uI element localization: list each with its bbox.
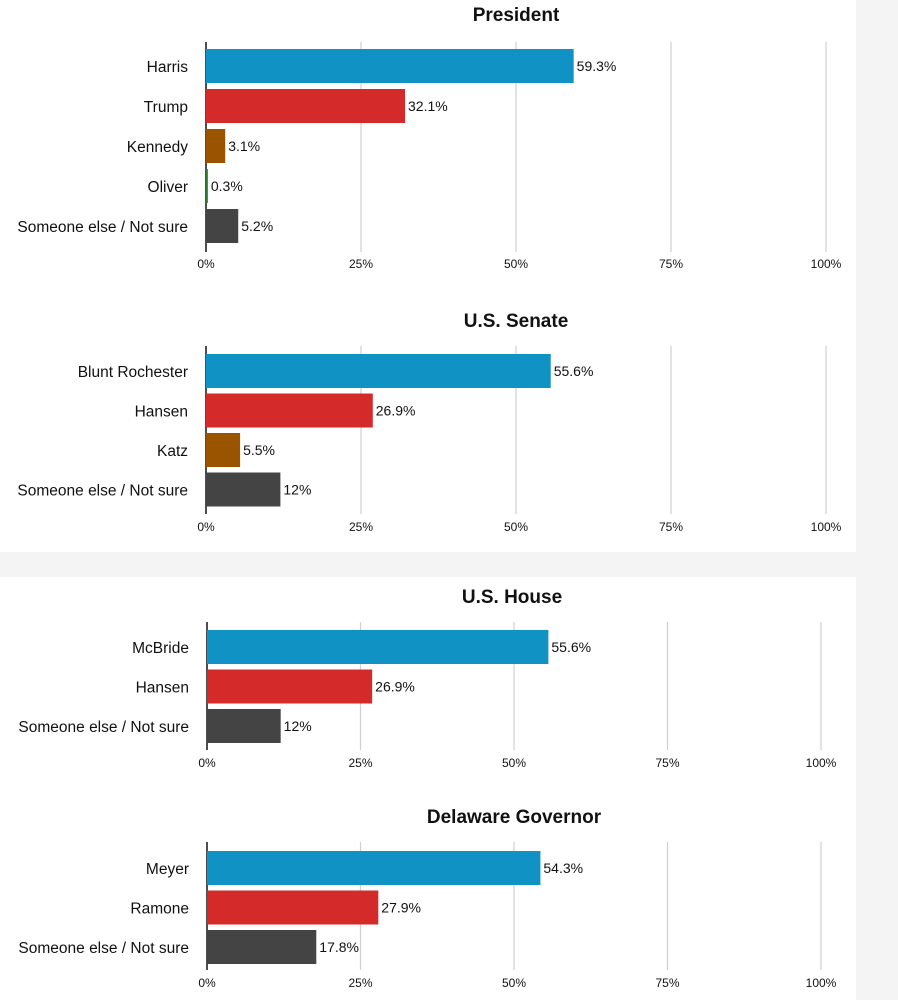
president-bar-harris bbox=[206, 49, 574, 83]
delaware-governor-category-label: Ramone bbox=[130, 901, 189, 918]
u-s-house-value-label: 12% bbox=[284, 718, 312, 734]
u-s-senate-bar-hansen bbox=[206, 393, 373, 428]
u-s-house-x-tick-label: 50% bbox=[502, 756, 526, 770]
delaware-governor-bar-ramone bbox=[207, 890, 379, 925]
president-bar-oliver bbox=[206, 169, 208, 203]
delaware-governor-value-label: 27.9% bbox=[381, 900, 421, 916]
u-s-house-category-label: Hansen bbox=[136, 680, 189, 697]
u-s-house-bar-hansen bbox=[207, 669, 373, 704]
president-value-label: 0.3% bbox=[211, 178, 243, 194]
u-s-house-x-tick-label: 25% bbox=[348, 756, 372, 770]
president-bar-kennedy bbox=[206, 129, 226, 163]
u-s-house-chart-title: U.S. House bbox=[462, 587, 562, 608]
president-category-label: Oliver bbox=[148, 179, 188, 196]
u-s-senate-category-label: Blunt Rochester bbox=[78, 364, 188, 381]
u-s-house-x-tick-label: 75% bbox=[655, 756, 679, 770]
president-category-label: Kennedy bbox=[127, 139, 188, 156]
president-x-tick-label: 25% bbox=[349, 257, 373, 271]
u-s-senate-x-tick-label: 0% bbox=[197, 520, 215, 534]
u-s-senate-x-tick-label: 75% bbox=[659, 520, 683, 534]
delaware-governor-x-tick-label: 0% bbox=[198, 976, 216, 990]
president-x-tick-label: 0% bbox=[197, 257, 215, 271]
u-s-house-category-label: Someone else / Not sure bbox=[18, 719, 189, 736]
delaware-governor-chart-title: Delaware Governor bbox=[427, 807, 602, 828]
president-value-label: 3.1% bbox=[228, 138, 260, 154]
president-value-label: 59.3% bbox=[577, 58, 617, 74]
u-s-senate-value-label: 26.9% bbox=[376, 403, 416, 419]
u-s-senate-category-label: Hansen bbox=[135, 404, 188, 421]
u-s-house-value-label: 55.6% bbox=[551, 639, 591, 655]
delaware-governor-value-label: 17.8% bbox=[319, 939, 359, 955]
delaware-governor-category-label: Someone else / Not sure bbox=[18, 940, 189, 957]
president-bar-trump bbox=[206, 89, 406, 123]
u-s-senate-category-label: Katz bbox=[157, 443, 188, 460]
president-category-label: Someone else / Not sure bbox=[17, 219, 188, 236]
u-s-house-bar-mcbride bbox=[207, 630, 549, 664]
u-s-senate-value-label: 12% bbox=[283, 482, 311, 498]
u-s-senate-value-label: 55.6% bbox=[554, 363, 594, 379]
delaware-governor-bar-meyer bbox=[207, 851, 541, 885]
president-x-tick-label: 100% bbox=[811, 257, 842, 271]
u-s-senate-category-label: Someone else / Not sure bbox=[17, 483, 188, 500]
president-bar-someone-else-not-sure bbox=[206, 209, 239, 243]
delaware-governor-category-label: Meyer bbox=[146, 861, 189, 878]
u-s-senate-value-label: 5.5% bbox=[243, 442, 275, 458]
u-s-senate-x-tick-label: 50% bbox=[504, 520, 528, 534]
u-s-senate-bar-someone-else-not-sure bbox=[206, 472, 281, 507]
president-x-tick-label: 75% bbox=[659, 257, 683, 271]
u-s-house-category-label: McBride bbox=[132, 640, 189, 657]
delaware-governor-x-tick-label: 100% bbox=[806, 976, 837, 990]
president-value-label: 5.2% bbox=[241, 218, 273, 234]
u-s-senate-x-tick-label: 100% bbox=[811, 520, 842, 534]
delaware-governor-x-tick-label: 25% bbox=[348, 976, 372, 990]
president-value-label: 32.1% bbox=[408, 98, 448, 114]
u-s-house-bar-someone-else-not-sure bbox=[207, 709, 281, 743]
u-s-house-value-label: 26.9% bbox=[375, 679, 415, 695]
delaware-governor-x-tick-label: 50% bbox=[502, 976, 526, 990]
u-s-senate-bar-blunt-rochester bbox=[206, 354, 551, 388]
president-x-tick-label: 50% bbox=[504, 257, 528, 271]
president-category-label: Harris bbox=[147, 59, 189, 76]
u-s-senate-bar-katz bbox=[206, 433, 241, 467]
u-s-house-x-tick-label: 0% bbox=[198, 756, 216, 770]
u-s-senate-x-tick-label: 25% bbox=[349, 520, 373, 534]
president-category-label: Trump bbox=[144, 99, 188, 116]
panel-president-senate bbox=[0, 0, 856, 552]
u-s-senate-chart-title: U.S. Senate bbox=[464, 311, 569, 332]
u-s-house-x-tick-label: 100% bbox=[806, 756, 837, 770]
delaware-governor-x-tick-label: 75% bbox=[655, 976, 679, 990]
delaware-governor-bar-someone-else-not-sure bbox=[207, 930, 317, 964]
president-chart-title: President bbox=[473, 5, 560, 26]
delaware-governor-value-label: 54.3% bbox=[543, 860, 583, 876]
